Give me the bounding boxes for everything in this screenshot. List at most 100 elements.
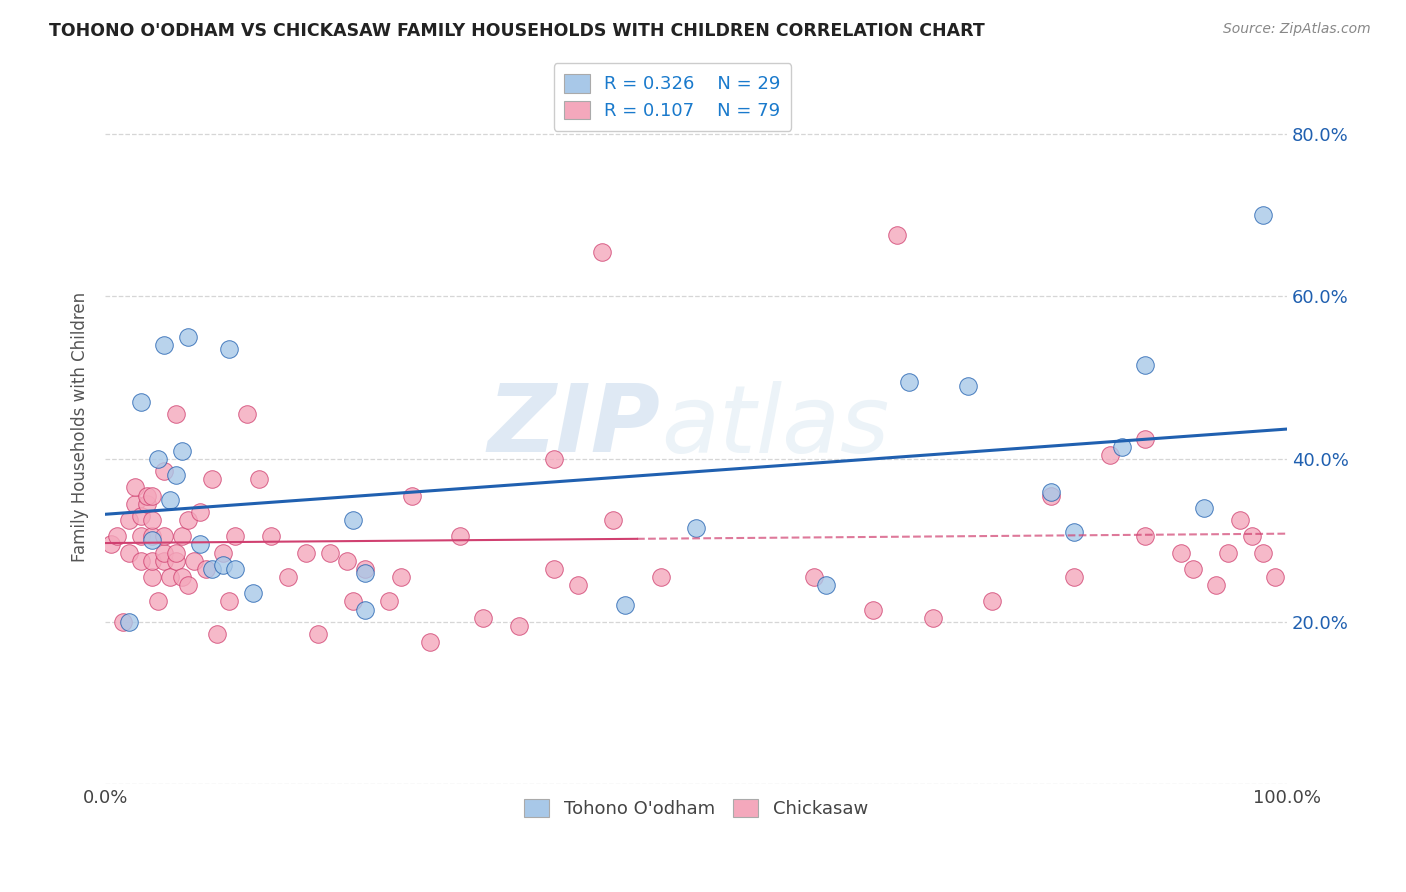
Point: [148, 594, 170, 608]
Point: [148, 452, 170, 467]
Point: [141, 529, 163, 543]
Text: ZIP: ZIP: [488, 381, 661, 473]
Point: [188, 505, 211, 519]
Point: [591, 244, 613, 259]
Point: [118, 513, 141, 527]
Point: [1135, 432, 1157, 446]
Point: [650, 570, 672, 584]
Point: [170, 570, 193, 584]
Point: [886, 228, 908, 243]
Point: [153, 464, 176, 478]
Point: [543, 562, 565, 576]
Point: [354, 602, 377, 616]
Point: [141, 489, 163, 503]
Point: [1240, 529, 1263, 543]
Legend: Tohono O'odham, Chickasaw: Tohono O'odham, Chickasaw: [517, 792, 876, 825]
Point: [472, 610, 495, 624]
Point: [1194, 500, 1216, 515]
Y-axis label: Family Households with Children: Family Households with Children: [72, 292, 89, 562]
Point: [1205, 578, 1227, 592]
Point: [129, 529, 152, 543]
Point: [207, 627, 229, 641]
Point: [449, 529, 471, 543]
Point: [419, 635, 441, 649]
Point: [336, 554, 359, 568]
Point: [135, 497, 157, 511]
Point: [1039, 489, 1062, 503]
Point: [1111, 440, 1133, 454]
Point: [218, 342, 240, 356]
Point: [141, 570, 163, 584]
Point: [177, 513, 200, 527]
Point: [165, 407, 187, 421]
Point: [342, 513, 364, 527]
Point: [200, 562, 222, 576]
Point: [567, 578, 589, 592]
Point: [921, 610, 943, 624]
Point: [1135, 359, 1157, 373]
Point: [980, 594, 1002, 608]
Point: [224, 562, 246, 576]
Point: [141, 554, 163, 568]
Point: [200, 472, 222, 486]
Point: [177, 330, 200, 344]
Point: [153, 338, 176, 352]
Point: [277, 570, 299, 584]
Point: [342, 594, 364, 608]
Point: [378, 594, 401, 608]
Point: [1253, 208, 1275, 222]
Point: [1264, 570, 1286, 584]
Point: [247, 472, 270, 486]
Point: [1063, 570, 1085, 584]
Point: [165, 468, 187, 483]
Point: [862, 602, 884, 616]
Point: [183, 554, 205, 568]
Point: [803, 570, 825, 584]
Point: [1039, 484, 1062, 499]
Text: Source: ZipAtlas.com: Source: ZipAtlas.com: [1223, 22, 1371, 37]
Point: [118, 615, 141, 629]
Point: [1216, 545, 1239, 559]
Point: [153, 554, 176, 568]
Point: [602, 513, 624, 527]
Point: [212, 558, 235, 572]
Point: [307, 627, 329, 641]
Point: [508, 619, 530, 633]
Text: atlas: atlas: [661, 381, 889, 472]
Point: [118, 545, 141, 559]
Point: [141, 533, 163, 548]
Point: [153, 529, 176, 543]
Point: [129, 395, 152, 409]
Point: [100, 537, 122, 551]
Point: [177, 578, 200, 592]
Point: [1229, 513, 1251, 527]
Point: [159, 492, 181, 507]
Point: [685, 521, 707, 535]
Point: [956, 379, 979, 393]
Point: [165, 545, 187, 559]
Point: [354, 562, 377, 576]
Point: [1253, 545, 1275, 559]
Point: [194, 562, 217, 576]
Point: [129, 508, 152, 523]
Point: [188, 537, 211, 551]
Point: [815, 578, 838, 592]
Point: [319, 545, 342, 559]
Point: [614, 599, 637, 613]
Point: [543, 452, 565, 467]
Point: [159, 570, 181, 584]
Point: [260, 529, 283, 543]
Point: [1063, 525, 1085, 540]
Point: [135, 489, 157, 503]
Point: [389, 570, 412, 584]
Point: [1181, 562, 1204, 576]
Point: [153, 545, 176, 559]
Point: [141, 513, 163, 527]
Point: [212, 545, 235, 559]
Point: [224, 529, 246, 543]
Point: [1135, 529, 1157, 543]
Point: [170, 529, 193, 543]
Point: [295, 545, 318, 559]
Point: [1098, 448, 1121, 462]
Point: [105, 529, 128, 543]
